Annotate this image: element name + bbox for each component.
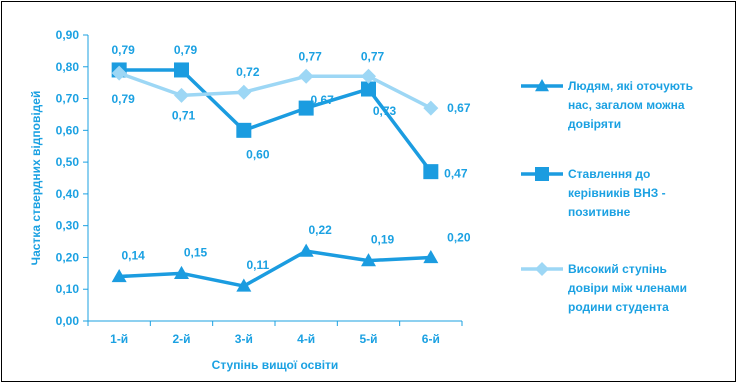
x-tick-label: 6-й [422,332,440,346]
y-tick-label: 0,30 [56,219,80,233]
data-label: 0,73 [373,104,397,118]
legend-marker [535,167,549,181]
series-line [119,249,431,288]
x-axis-title: Ступінь вищої освіти [212,358,339,372]
y-tick-label: 0,40 [56,187,80,201]
data-point [111,65,127,81]
data-point [423,164,439,180]
data-point [298,243,314,257]
data-point [236,278,252,292]
data-label: 0,79 [111,92,135,106]
x-tick-label: 5-й [359,332,377,346]
legend-label: керівників ВНЗ - [568,186,666,200]
series-line [119,68,433,173]
data-label: 0,15 [184,245,208,259]
data-label: 0,11 [246,258,269,272]
x-tick-label: 4-й [297,332,315,346]
legend-label: Людям, які оточують [568,79,693,93]
legend-label: родини студента [568,300,669,314]
data-label: 0,79 [111,43,135,57]
legend-label: нас, загалом можна [568,98,685,112]
data-point [298,100,314,116]
data-point [361,253,376,267]
legend-label: довіри між членами [568,281,687,295]
data-label: 0,67 [447,101,471,115]
y-tick-label: 0,20 [56,250,80,264]
x-tick-label: 3-й [235,332,253,346]
data-point [174,62,189,78]
data-label: 0,60 [246,147,270,161]
legend-marker [535,79,549,92]
data-label: 0,79 [174,43,198,57]
x-tick-label: 2-й [172,332,190,346]
data-label: 0,20 [447,230,471,244]
data-point [236,84,252,100]
data-label: 0,47 [444,167,468,181]
data-point [174,87,189,103]
legend-label: позитивне [568,205,631,219]
legend-label: Ставлення до [568,167,650,181]
y-tick-label: 0,80 [56,60,80,74]
y-tick-label: 0,10 [56,282,80,296]
y-tick-label: 0,90 [56,28,80,42]
data-label: 0,72 [236,65,260,79]
y-tick-label: 0,50 [56,155,80,169]
y-tick-label: 0,00 [56,314,80,328]
data-point [174,265,189,279]
y-tick-label: 0,60 [56,123,80,137]
data-point [361,68,376,84]
series-line [118,71,432,110]
data-point [111,269,127,283]
data-label: 0,77 [361,49,385,63]
legend-label: довіряти [568,117,621,131]
data-point [361,81,376,97]
x-tick-label: 1-й [110,332,128,346]
data-point [298,68,314,84]
y-axis-title: Частка ствердних відповідей [29,91,43,266]
data-point [236,122,252,138]
data-point [423,249,439,264]
legend-label: Високий ступінь [568,262,667,276]
data-label: 0,14 [121,249,145,263]
data-label: 0,71 [172,108,196,122]
data-label: 0,77 [298,49,322,63]
data-point [423,100,439,116]
data-label: 0,67 [310,93,334,107]
data-label: 0,22 [308,223,332,237]
y-tick-label: 0,70 [56,92,80,106]
legend-marker [535,262,549,276]
data-label: 0,19 [371,233,395,247]
